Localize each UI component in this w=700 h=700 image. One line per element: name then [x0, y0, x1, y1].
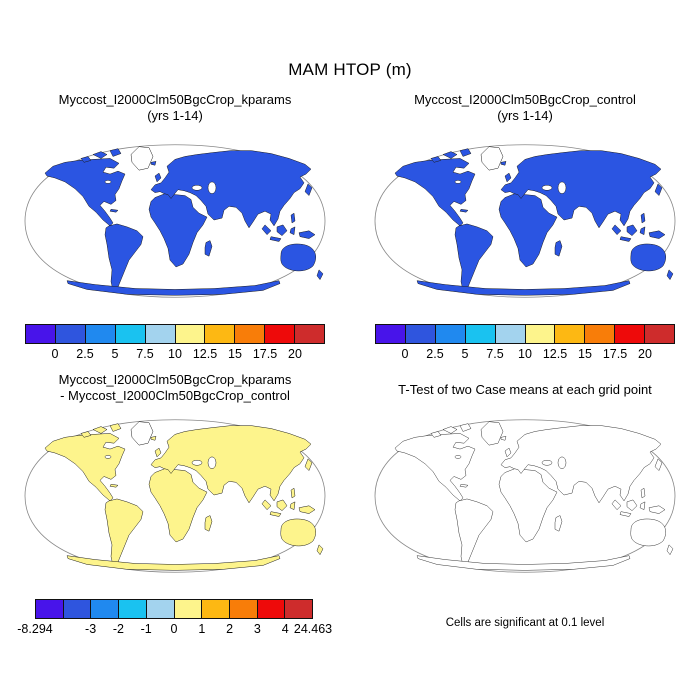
colorbar-tick-label: 7.5: [486, 347, 504, 361]
panel-title-difference: Myccost_I2000Clm50BgcCrop_kparams - Mycc…: [0, 372, 350, 404]
panel-title-kparams: Myccost_I2000Clm50BgcCrop_kparams (yrs 1…: [0, 92, 350, 124]
colorbar-tick-label: 20: [288, 347, 302, 361]
colorbar-ticks-difference: -8.294 -3 -2 -1 0 1 2 3 4 24.463: [17, 622, 332, 636]
colorbar-cell: [265, 325, 296, 343]
colorbar-tick-label: 17.5: [602, 347, 628, 361]
colorbar-htop-control: [375, 324, 675, 344]
colorbar-cell: [435, 325, 466, 343]
colorbar-tick-label: 5: [111, 347, 119, 361]
colorbar-cell: [91, 600, 120, 618]
colorbar-tick-label: 0: [401, 347, 409, 361]
colorbar-cell: [295, 325, 325, 343]
panel-title-ttest: T-Test of two Case means at each grid po…: [398, 382, 652, 397]
colorbar-tick-label: -1: [140, 622, 152, 636]
colorbar-tick-label: -3: [85, 622, 97, 636]
colorbar-ticks-htop-control: 0 2.5 5 7.5 10 12.5 15 17.5 20: [375, 347, 675, 361]
map-htop-kparams: [24, 144, 326, 298]
colorbar-cell: [229, 600, 258, 618]
colorbar-tick-label: 0: [170, 622, 178, 636]
colorbar-tick-label: 10: [168, 347, 182, 361]
colorbar-tick-label: 10: [518, 347, 532, 361]
colorbar-tick-label: -8.294: [17, 622, 53, 636]
panel-title-difference-line2: - Myccost_I2000Clm50BgcCrop_control: [60, 388, 290, 403]
colorbar-cell: [235, 325, 266, 343]
colorbar-cell: [174, 600, 203, 618]
colorbar-tick-label: 5: [461, 347, 469, 361]
panel-title-kparams-line2: (yrs 1-14): [147, 108, 203, 123]
significance-note: Cells are significant at 0.1 level: [445, 617, 605, 629]
colorbar-difference: [35, 599, 313, 619]
colorbar-tick-label: 12.5: [542, 347, 568, 361]
figure-title: MAM HTOP (m): [288, 60, 412, 79]
colorbar-cell: [465, 325, 496, 343]
colorbar-cell: [85, 325, 116, 343]
panel-title-control-line1: Myccost_I2000Clm50BgcCrop_control: [414, 92, 636, 107]
colorbar-tick-label: 2.5: [426, 347, 444, 361]
colorbar-cell: [55, 325, 86, 343]
colorbar-cell: [645, 325, 675, 343]
colorbar-tick-label: 2.5: [76, 347, 94, 361]
colorbar-tick-label: 7.5: [136, 347, 154, 361]
colorbar-cell: [119, 600, 147, 618]
colorbar-htop-kparams: [25, 324, 325, 344]
colorbar-cell: [202, 600, 230, 618]
colorbar-tick-label: 4: [281, 622, 289, 636]
colorbar-tick-label: 1: [198, 622, 206, 636]
colorbar-tick-label: -2: [112, 622, 124, 636]
colorbar-tick-label: 0: [51, 347, 59, 361]
colorbar-tick-label: 15: [578, 347, 592, 361]
colorbar-cell: [63, 600, 92, 618]
colorbar-tick-label: 17.5: [252, 347, 278, 361]
colorbar-ticks-htop-kparams: 0 2.5 5 7.5 10 12.5 15 17.5 20: [25, 347, 325, 361]
map-difference: [24, 419, 326, 573]
colorbar-cell: [495, 325, 526, 343]
panel-title-difference-line1: Myccost_I2000Clm50BgcCrop_kparams: [58, 372, 292, 387]
colorbar-cell: [376, 325, 406, 343]
map-ttest: [374, 419, 676, 573]
colorbar-cell: [555, 325, 586, 343]
colorbar-tick-label: 20: [638, 347, 652, 361]
colorbar-cell: [285, 600, 313, 618]
colorbar-tick-label: 2: [226, 622, 234, 636]
colorbar-cell: [257, 600, 286, 618]
colorbar-tick-label: 12.5: [192, 347, 218, 361]
colorbar-tick-label: 15: [228, 347, 242, 361]
colorbar-cell: [615, 325, 646, 343]
colorbar-cell: [26, 325, 56, 343]
colorbar-cell: [115, 325, 146, 343]
colorbar-cell: [146, 600, 175, 618]
colorbar-cell: [525, 325, 556, 343]
colorbar-cell: [36, 600, 64, 618]
colorbar-cell: [585, 325, 616, 343]
colorbar-cell: [175, 325, 206, 343]
colorbar-cell: [205, 325, 236, 343]
colorbar-tick-label: 3: [253, 622, 261, 636]
colorbar-tick-label: 24.463: [293, 622, 333, 636]
map-htop-control: [374, 144, 676, 298]
colorbar-cell: [145, 325, 176, 343]
panel-title-kparams-line1: Myccost_I2000Clm50BgcCrop_kparams: [58, 92, 292, 107]
colorbar-cell: [405, 325, 436, 343]
panel-title-control: Myccost_I2000Clm50BgcCrop_control (yrs 1…: [350, 92, 700, 124]
panel-title-control-line2: (yrs 1-14): [497, 108, 553, 123]
